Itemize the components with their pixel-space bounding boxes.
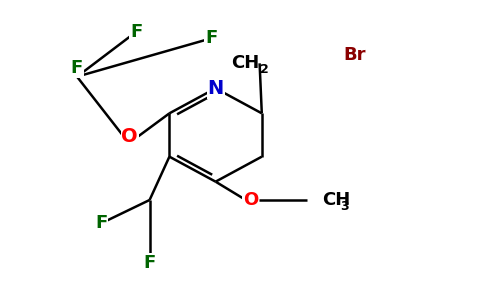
Text: F: F: [71, 59, 83, 77]
Text: O: O: [243, 191, 258, 209]
Text: F: F: [95, 214, 107, 232]
Text: F: F: [205, 29, 217, 47]
Text: Br: Br: [343, 46, 366, 64]
Text: O: O: [121, 127, 138, 146]
Text: 3: 3: [340, 200, 349, 213]
Text: CH: CH: [231, 54, 259, 72]
Text: CH: CH: [322, 191, 350, 209]
Text: F: F: [130, 23, 142, 41]
Text: 2: 2: [259, 63, 268, 76]
Text: F: F: [143, 254, 156, 272]
Text: N: N: [208, 79, 224, 98]
